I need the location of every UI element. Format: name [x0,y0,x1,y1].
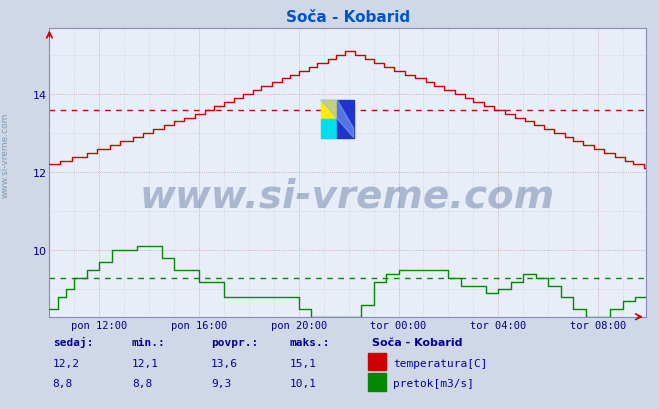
Text: www.si-vreme.com: www.si-vreme.com [140,177,556,215]
Text: povpr.:: povpr.: [211,337,258,348]
Text: 12,2: 12,2 [53,358,80,368]
Polygon shape [321,101,354,138]
Text: pretok[m3/s]: pretok[m3/s] [393,378,474,389]
Text: Soča - Kobarid: Soča - Kobarid [372,337,463,348]
Text: 8,8: 8,8 [132,378,152,389]
Polygon shape [321,101,337,119]
Polygon shape [321,119,337,138]
Text: www.si-vreme.com: www.si-vreme.com [1,113,10,198]
Polygon shape [337,101,354,138]
Text: 12,1: 12,1 [132,358,159,368]
Text: 10,1: 10,1 [290,378,317,389]
Text: 9,3: 9,3 [211,378,231,389]
Title: Soča - Kobarid: Soča - Kobarid [285,10,410,25]
Text: 15,1: 15,1 [290,358,317,368]
Text: sedaj:: sedaj: [53,337,93,348]
Text: min.:: min.: [132,337,165,348]
Text: 13,6: 13,6 [211,358,238,368]
Text: temperatura[C]: temperatura[C] [393,358,487,368]
Text: 8,8: 8,8 [53,378,73,389]
Text: maks.:: maks.: [290,337,330,348]
